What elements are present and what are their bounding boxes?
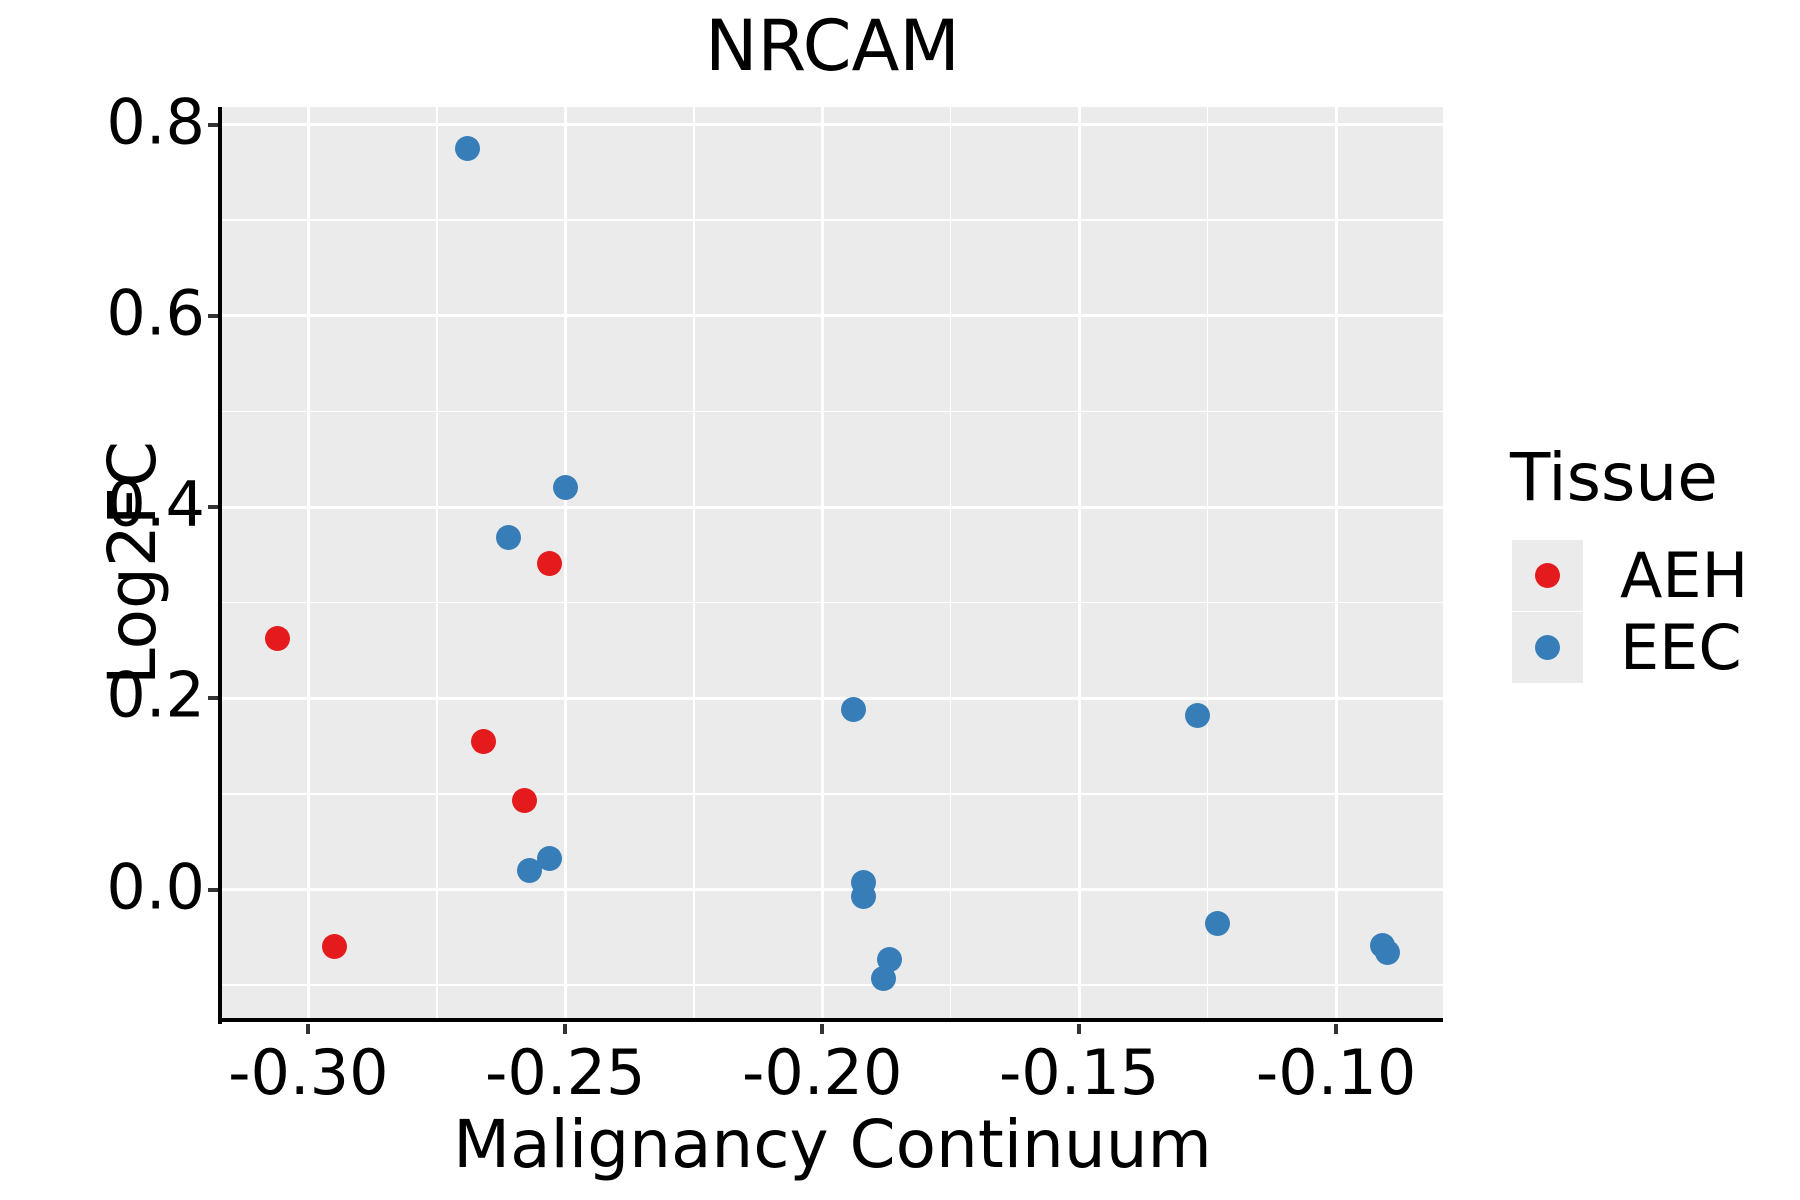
- plot-panel: [222, 107, 1443, 1020]
- legend: Tissue AEH EEC: [1505, 439, 1795, 683]
- x-axis-line: [218, 1018, 1443, 1022]
- legend-swatch-aeh: [1535, 563, 1560, 588]
- legend-key-eec: [1512, 612, 1583, 683]
- gridline-minor-x: [949, 107, 952, 1020]
- y-axis-line: [218, 107, 222, 1024]
- y-tick-label: 0.4: [106, 467, 205, 541]
- plot-title: NRCAM: [705, 5, 960, 87]
- x-tick-label: -0.15: [998, 1036, 1160, 1109]
- legend-label-aeh: AEH: [1620, 539, 1749, 612]
- data-point-aeh: [265, 625, 290, 651]
- data-point-eec: [840, 697, 866, 723]
- legend-key-aeh: [1512, 540, 1583, 611]
- legend-swatch-eec: [1535, 635, 1560, 660]
- gridline-major-x: [306, 107, 310, 1020]
- data-point-eec: [1184, 703, 1210, 729]
- x-tick-mark: [820, 1024, 825, 1034]
- gridline-major-x: [1334, 107, 1338, 1020]
- x-tick-label: -0.10: [1255, 1036, 1417, 1109]
- data-point-eec: [1375, 940, 1400, 966]
- data-point-eec: [1205, 911, 1231, 937]
- data-point-eec: [871, 966, 897, 991]
- gridline-minor-y: [222, 410, 1443, 413]
- y-tick-mark: [208, 122, 218, 127]
- legend-title: Tissue: [1510, 439, 1718, 516]
- x-tick-label: -0.25: [485, 1036, 646, 1109]
- data-point-aeh: [537, 551, 563, 576]
- y-tick-label: 0.0: [106, 850, 205, 924]
- x-tick-mark: [1334, 1024, 1339, 1034]
- y-tick-label: 0.2: [106, 658, 205, 732]
- gridline-minor-y: [222, 601, 1443, 604]
- data-point-aeh: [511, 788, 537, 814]
- gridline-minor-y: [222, 984, 1443, 986]
- gridline-minor-x: [1206, 107, 1209, 1020]
- y-tick-mark: [208, 696, 218, 701]
- gridline-major-y: [222, 888, 1443, 892]
- gridline-minor-y: [222, 793, 1443, 795]
- data-point-aeh: [470, 728, 496, 754]
- y-tick-mark: [208, 313, 218, 318]
- gridline-major-y: [222, 123, 1443, 127]
- data-point-eec: [552, 475, 578, 501]
- gridline-minor-x: [436, 107, 438, 1020]
- data-point-aeh: [321, 934, 347, 960]
- y-axis-title: Log2FC: [94, 441, 171, 685]
- gridline-major-x: [820, 107, 824, 1020]
- y-tick-mark: [208, 505, 218, 510]
- data-point-eec: [496, 525, 522, 551]
- x-tick-label: -0.30: [228, 1036, 389, 1109]
- legend-label-eec: EEC: [1620, 611, 1742, 684]
- gridline-major-x: [563, 107, 567, 1020]
- gridline-minor-x: [692, 107, 695, 1020]
- gridline-minor-y: [222, 219, 1443, 221]
- x-axis-title: Malignancy Continuum: [453, 1106, 1212, 1183]
- data-point-eec: [455, 136, 481, 161]
- x-tick-mark: [563, 1024, 568, 1034]
- gridline-major-y: [222, 696, 1443, 700]
- gridline-major-y: [222, 505, 1443, 509]
- y-tick-label: 0.6: [106, 276, 205, 350]
- gridline-major-x: [1077, 107, 1081, 1020]
- x-tick-mark: [306, 1024, 311, 1034]
- gridline-major-y: [222, 314, 1443, 318]
- y-tick-mark: [208, 887, 218, 892]
- y-tick-label: 0.8: [106, 85, 205, 159]
- x-tick-label: -0.20: [742, 1036, 903, 1109]
- x-tick-mark: [1077, 1024, 1082, 1034]
- data-point-eec: [850, 883, 876, 909]
- data-point-eec: [537, 846, 563, 872]
